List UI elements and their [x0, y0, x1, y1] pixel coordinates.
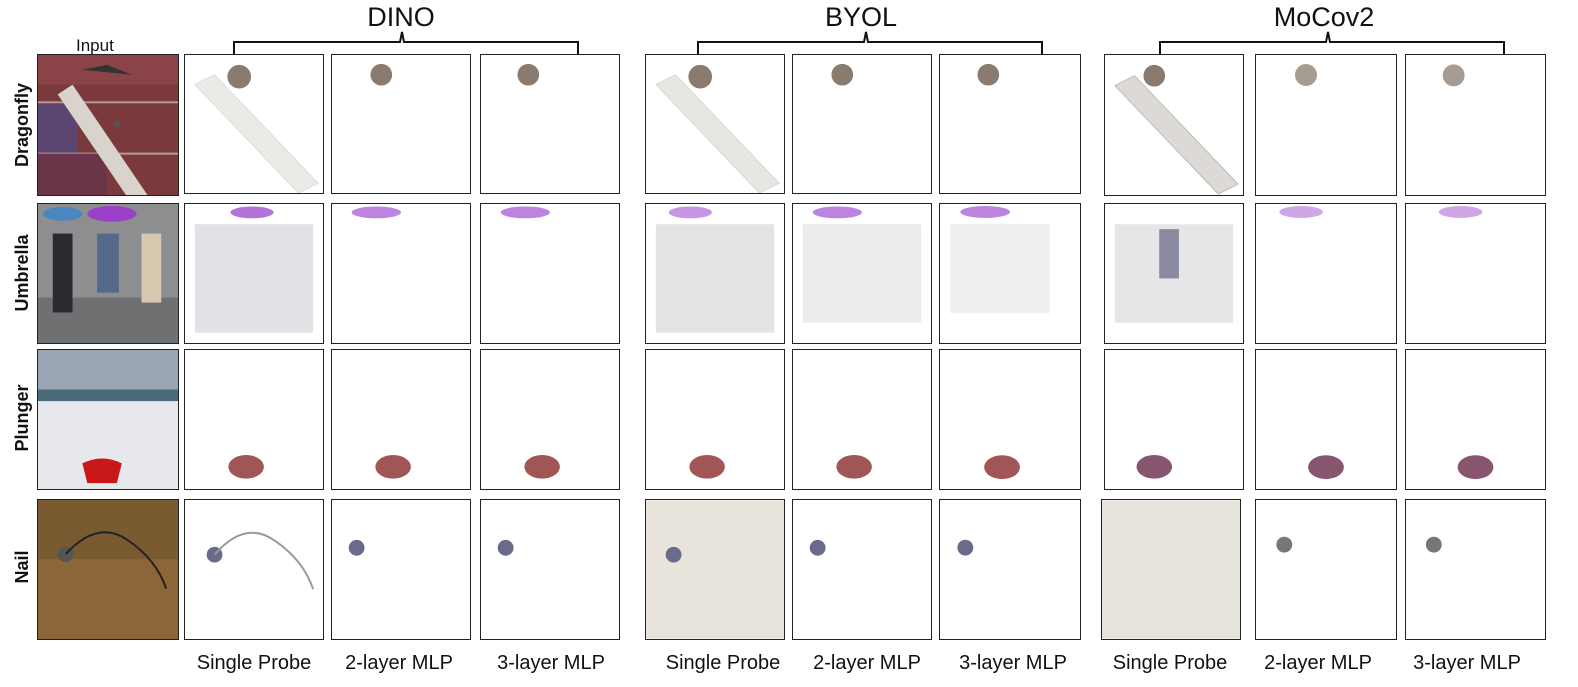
input-image-plunger — [37, 349, 179, 490]
saliency-dino-3-layer-mlp-nail — [480, 499, 620, 640]
saliency-byol-2-layer-mlp-plunger — [792, 349, 932, 490]
row-label-plunger: Plunger — [12, 384, 32, 452]
brace-dino — [233, 31, 579, 58]
saliency-mocov2-2-layer-mlp-plunger — [1255, 349, 1397, 490]
row-label-dragonfly: Dragonfly — [12, 83, 32, 168]
row-label-nail: Nail — [12, 550, 32, 584]
row-label-umbrella: Umbrella — [12, 234, 32, 312]
saliency-byol-2-layer-mlp-nail — [792, 499, 932, 640]
saliency-dino-3-layer-mlp-dragonfly — [480, 54, 620, 194]
input-image-dragonfly — [37, 54, 179, 196]
saliency-byol-2-layer-mlp-dragonfly — [792, 54, 932, 194]
column-label-dino-2-layer-mlp: 2-layer MLP — [345, 652, 453, 674]
saliency-dino-2-layer-mlp-dragonfly — [331, 54, 471, 194]
saliency-byol-2-layer-mlp-umbrella — [792, 203, 932, 344]
brace-mocov2 — [1159, 31, 1505, 58]
saliency-dino-3-layer-mlp-umbrella — [480, 203, 620, 344]
saliency-mocov2-single-probe-plunger — [1104, 349, 1244, 490]
saliency-dino-2-layer-mlp-plunger — [331, 349, 471, 490]
saliency-dino-single-probe-dragonfly — [184, 54, 324, 194]
saliency-dino-2-layer-mlp-nail — [331, 499, 471, 640]
column-label-mocov2-3-layer-mlp: 3-layer MLP — [1413, 652, 1521, 674]
saliency-mocov2-single-probe-dragonfly — [1104, 54, 1244, 196]
saliency-byol-3-layer-mlp-plunger — [939, 349, 1081, 490]
saliency-byol-single-probe-dragonfly — [645, 54, 785, 194]
column-label-dino-single-probe: Single Probe — [196, 652, 312, 674]
saliency-mocov2-2-layer-mlp-nail — [1255, 499, 1397, 640]
column-label-dino-3-layer-mlp: 3-layer MLP — [497, 652, 605, 674]
method-title-dino: DINO — [367, 2, 435, 32]
saliency-dino-single-probe-plunger — [184, 349, 324, 490]
column-label-mocov2-2-layer-mlp: 2-layer MLP — [1264, 652, 1372, 674]
saliency-mocov2-3-layer-mlp-umbrella — [1405, 203, 1546, 344]
column-label-mocov2-single-probe: Single Probe — [1112, 652, 1228, 674]
saliency-byol-3-layer-mlp-nail — [939, 499, 1081, 640]
saliency-byol-3-layer-mlp-dragonfly — [939, 54, 1081, 194]
method-title-byol: BYOL — [824, 2, 898, 32]
saliency-mocov2-3-layer-mlp-dragonfly — [1405, 54, 1546, 196]
input-image-nail — [37, 499, 179, 640]
input-title: Input — [76, 36, 114, 55]
brace-byol — [697, 31, 1043, 58]
saliency-byol-3-layer-mlp-umbrella — [939, 203, 1081, 344]
method-title-mocov2: MoCov2 — [1273, 2, 1375, 32]
input-image-umbrella — [37, 203, 179, 344]
saliency-mocov2-2-layer-mlp-dragonfly — [1255, 54, 1397, 196]
saliency-dino-single-probe-nail — [184, 499, 324, 640]
saliency-dino-3-layer-mlp-plunger — [480, 349, 620, 490]
saliency-mocov2-2-layer-mlp-umbrella — [1255, 203, 1397, 344]
saliency-byol-single-probe-nail — [645, 499, 785, 640]
saliency-dino-2-layer-mlp-umbrella — [331, 203, 471, 344]
saliency-mocov2-3-layer-mlp-nail — [1405, 499, 1546, 640]
saliency-mocov2-3-layer-mlp-plunger — [1405, 349, 1546, 490]
saliency-byol-single-probe-plunger — [645, 349, 785, 490]
saliency-mocov2-single-probe-umbrella — [1104, 203, 1244, 344]
column-label-byol-3-layer-mlp: 3-layer MLP — [959, 652, 1067, 674]
saliency-mocov2-single-probe-nail — [1101, 499, 1241, 640]
column-label-byol-single-probe: Single Probe — [665, 652, 781, 674]
saliency-byol-single-probe-umbrella — [645, 203, 785, 344]
column-label-byol-2-layer-mlp: 2-layer MLP — [813, 652, 921, 674]
saliency-dino-single-probe-umbrella — [184, 203, 324, 344]
